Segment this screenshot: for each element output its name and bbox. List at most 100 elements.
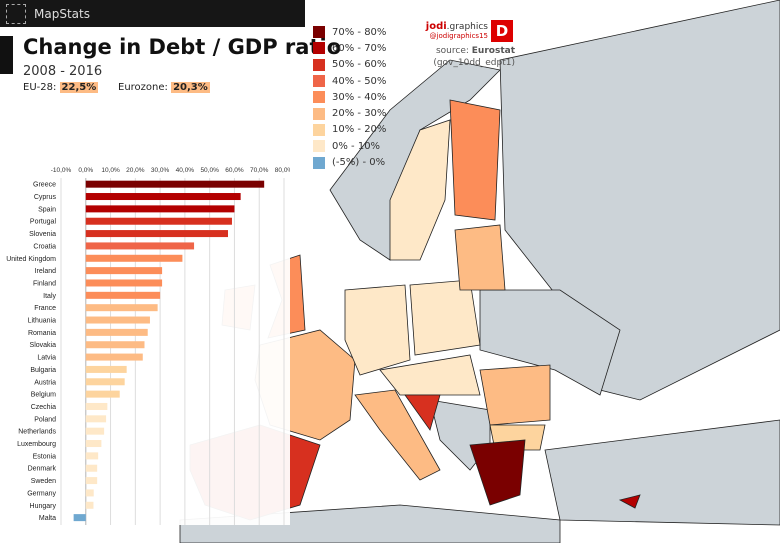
map-norway bbox=[329, 59, 501, 261]
tick-label: 80,0% bbox=[275, 167, 290, 174]
brand-name-rest: .graphics bbox=[446, 22, 488, 32]
category-label: Portugal bbox=[30, 219, 57, 226]
bar-luxembourg bbox=[85, 440, 102, 448]
map-legend: 70% - 80% 60% - 70% 50% - 60% 40% - 50% 30% … bbox=[313, 24, 386, 171]
bar-portugal bbox=[85, 217, 232, 225]
category-label: Belgium bbox=[31, 392, 56, 399]
bar-netherlands bbox=[85, 427, 105, 435]
category-label: Sweden bbox=[31, 478, 56, 485]
bar-chart: -10,0% 0,0% 10,0% 20,0% 30,0% 40,0% 50,0% 60,0%… bbox=[0, 160, 290, 525]
bar-italy bbox=[85, 291, 161, 299]
tick-label: -10,0% bbox=[51, 167, 72, 174]
title-accent bbox=[0, 36, 13, 74]
bar-sweden bbox=[85, 477, 98, 485]
category-label: Spain bbox=[38, 206, 56, 213]
category-label: Bulgaria bbox=[30, 367, 56, 374]
map-ukraine-belarus bbox=[479, 289, 621, 396]
legend-label: (-5%) - 0% bbox=[332, 157, 386, 169]
legend-label: 30% - 40% bbox=[332, 91, 387, 103]
category-label: Latvia bbox=[37, 355, 56, 362]
bar-slovakia bbox=[85, 341, 145, 349]
bar-malta bbox=[73, 514, 86, 522]
category-label: Netherlands bbox=[18, 429, 56, 436]
bar-spain bbox=[85, 205, 235, 213]
app-header: MapStats bbox=[0, 0, 305, 27]
mapstats-logo-icon bbox=[6, 3, 26, 24]
bar-germany bbox=[85, 489, 94, 497]
map-baltics bbox=[454, 224, 506, 291]
category-label: Cyprus bbox=[34, 194, 57, 201]
tick-label: 20,0% bbox=[126, 167, 145, 174]
legend-label: 60% - 70% bbox=[332, 42, 387, 54]
legend-item: 20% - 30% bbox=[313, 105, 386, 121]
brand: jodi.graphics @jodigraphics15 bbox=[408, 21, 488, 40]
map-finland bbox=[449, 99, 501, 221]
category-label: Croatia bbox=[33, 243, 56, 250]
map-romania bbox=[479, 364, 551, 426]
legend-swatch bbox=[313, 58, 325, 71]
eurozone-label: Eurozone: bbox=[118, 82, 168, 93]
bar-poland bbox=[85, 415, 107, 423]
brand-handle: @jodigraphics15 bbox=[429, 32, 488, 40]
map-croatia bbox=[404, 394, 441, 431]
bar-romania bbox=[85, 328, 148, 336]
category-label: Slovenia bbox=[29, 231, 56, 238]
eu-label: EU-28: bbox=[23, 82, 57, 93]
legend-swatch bbox=[313, 26, 325, 39]
tick-label: 40,0% bbox=[176, 167, 195, 174]
legend-label: 10% - 20% bbox=[332, 124, 387, 136]
category-label: Ireland bbox=[35, 268, 57, 275]
category-label: Hungary bbox=[30, 503, 57, 510]
category-label: Denmark bbox=[28, 466, 57, 473]
map-poland bbox=[409, 279, 481, 356]
tick-label: 30,0% bbox=[151, 167, 170, 174]
legend-swatch bbox=[313, 91, 325, 104]
bar-latvia bbox=[85, 353, 143, 361]
category-label: France bbox=[34, 305, 56, 312]
category-label: Romania bbox=[28, 330, 56, 337]
map-austria-hungary bbox=[379, 354, 481, 396]
eurozone-stat: Eurozone: 20,3% bbox=[118, 82, 210, 93]
map-germany bbox=[344, 284, 411, 376]
tick-label: 60,0% bbox=[225, 167, 244, 174]
bar-slovenia bbox=[85, 230, 229, 238]
category-label: Finland bbox=[33, 280, 56, 287]
legend-swatch bbox=[313, 156, 325, 169]
app-name: MapStats bbox=[34, 6, 90, 21]
bar-czechia bbox=[85, 402, 108, 410]
category-label: Slovakia bbox=[30, 342, 57, 349]
tick-label: 50,0% bbox=[200, 167, 219, 174]
brand-name-bold: jodi bbox=[425, 21, 447, 32]
legend-label: 0% - 10% bbox=[332, 140, 381, 152]
bar-bulgaria bbox=[85, 365, 127, 373]
legend-item: 10% - 20% bbox=[313, 122, 386, 138]
category-label: Czechia bbox=[31, 404, 56, 411]
bar-lithuania bbox=[85, 316, 150, 324]
map-cyprus bbox=[618, 494, 641, 509]
legend-item: 30% - 40% bbox=[313, 89, 386, 105]
bar-united-kingdom bbox=[85, 254, 183, 262]
eu-stat: EU-28: 22,5% bbox=[23, 82, 99, 93]
legend-label: 50% - 60% bbox=[332, 59, 387, 71]
legend-label: 20% - 30% bbox=[332, 108, 387, 120]
category-label: Malta bbox=[39, 515, 56, 522]
bar-estonia bbox=[85, 452, 99, 460]
legend-swatch bbox=[313, 42, 325, 55]
category-label: Austria bbox=[34, 379, 56, 386]
source-name: Eurostat bbox=[471, 46, 515, 56]
legend-label: 40% - 50% bbox=[332, 75, 387, 87]
tick-label: 70,0% bbox=[250, 167, 269, 174]
source: source: Eurostat (gov_10dd_edpt1) bbox=[410, 45, 515, 69]
eurozone-value: 20,3% bbox=[171, 82, 210, 93]
page-title: Change in Debt / GDP ratio bbox=[23, 35, 342, 59]
jodi-logo-icon: D bbox=[491, 20, 513, 42]
category-label: Lithuania bbox=[28, 318, 57, 325]
bar-ireland bbox=[85, 267, 163, 275]
legend-item: 60% - 70% bbox=[313, 40, 386, 56]
bar-croatia bbox=[85, 242, 195, 250]
bar-france bbox=[85, 304, 158, 312]
map-turkey bbox=[544, 419, 780, 526]
source-dataset: (gov_10dd_edpt1) bbox=[433, 58, 515, 68]
legend-swatch bbox=[313, 140, 325, 153]
tick-label: 10,0% bbox=[101, 167, 120, 174]
